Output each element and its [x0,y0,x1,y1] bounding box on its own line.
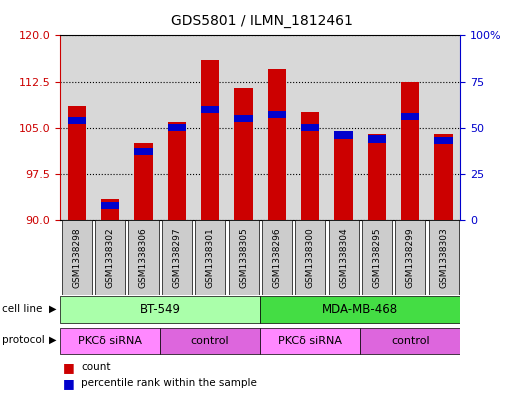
Bar [435,137,453,144]
Bar [67,106,86,220]
Text: PKCδ siRNA: PKCδ siRNA [278,336,342,346]
FancyBboxPatch shape [428,220,459,295]
Text: GSM1338298: GSM1338298 [72,227,81,288]
FancyBboxPatch shape [95,220,125,295]
Bar [368,134,386,220]
Bar [168,121,186,220]
Text: cell line: cell line [2,303,42,314]
Text: GSM1338305: GSM1338305 [239,227,248,288]
Text: GSM1338299: GSM1338299 [406,227,415,288]
Text: BT-549: BT-549 [140,303,180,316]
Bar [101,198,119,220]
Text: percentile rank within the sample: percentile rank within the sample [81,378,257,388]
Bar [201,106,219,113]
Bar [301,112,320,220]
Text: GDS5801 / ILMN_1812461: GDS5801 / ILMN_1812461 [170,14,353,28]
FancyBboxPatch shape [162,220,192,295]
Text: control: control [191,336,230,346]
FancyBboxPatch shape [262,220,292,295]
Text: protocol: protocol [2,335,44,345]
Bar [301,124,320,131]
Bar [368,135,386,143]
Bar [268,111,286,119]
FancyBboxPatch shape [60,328,160,354]
FancyBboxPatch shape [195,220,225,295]
FancyBboxPatch shape [328,220,359,295]
FancyBboxPatch shape [395,220,425,295]
Bar [268,69,286,220]
Bar [334,131,353,139]
Bar [168,124,186,131]
Text: GSM1338303: GSM1338303 [439,227,448,288]
FancyBboxPatch shape [60,296,260,323]
Text: GSM1338301: GSM1338301 [206,227,214,288]
Text: ■: ■ [63,361,74,374]
Text: MDA-MB-468: MDA-MB-468 [322,303,399,316]
Bar [234,88,253,220]
Text: GSM1338306: GSM1338306 [139,227,148,288]
Text: GSM1338296: GSM1338296 [272,227,281,288]
FancyBboxPatch shape [62,220,92,295]
FancyBboxPatch shape [229,220,258,295]
Bar [67,117,86,124]
Text: GSM1338304: GSM1338304 [339,227,348,288]
Bar [101,202,119,209]
FancyBboxPatch shape [362,220,392,295]
FancyBboxPatch shape [129,220,158,295]
Bar [134,148,153,156]
FancyBboxPatch shape [260,328,360,354]
Text: PKCδ siRNA: PKCδ siRNA [78,336,142,346]
Bar [401,82,419,220]
Bar [435,134,453,220]
Bar [134,143,153,220]
FancyBboxPatch shape [295,220,325,295]
Text: GSM1338300: GSM1338300 [306,227,315,288]
Text: ▶: ▶ [49,335,56,345]
Text: control: control [391,336,429,346]
Bar [334,131,353,220]
FancyBboxPatch shape [360,328,460,354]
Bar [201,60,219,220]
Bar [234,115,253,122]
Bar [401,113,419,120]
Text: GSM1338295: GSM1338295 [372,227,381,288]
Text: ■: ■ [63,376,74,390]
Text: ▶: ▶ [49,303,56,314]
FancyBboxPatch shape [260,296,460,323]
FancyBboxPatch shape [160,328,260,354]
Text: GSM1338297: GSM1338297 [173,227,181,288]
Text: count: count [81,362,110,373]
Text: GSM1338302: GSM1338302 [106,227,115,288]
